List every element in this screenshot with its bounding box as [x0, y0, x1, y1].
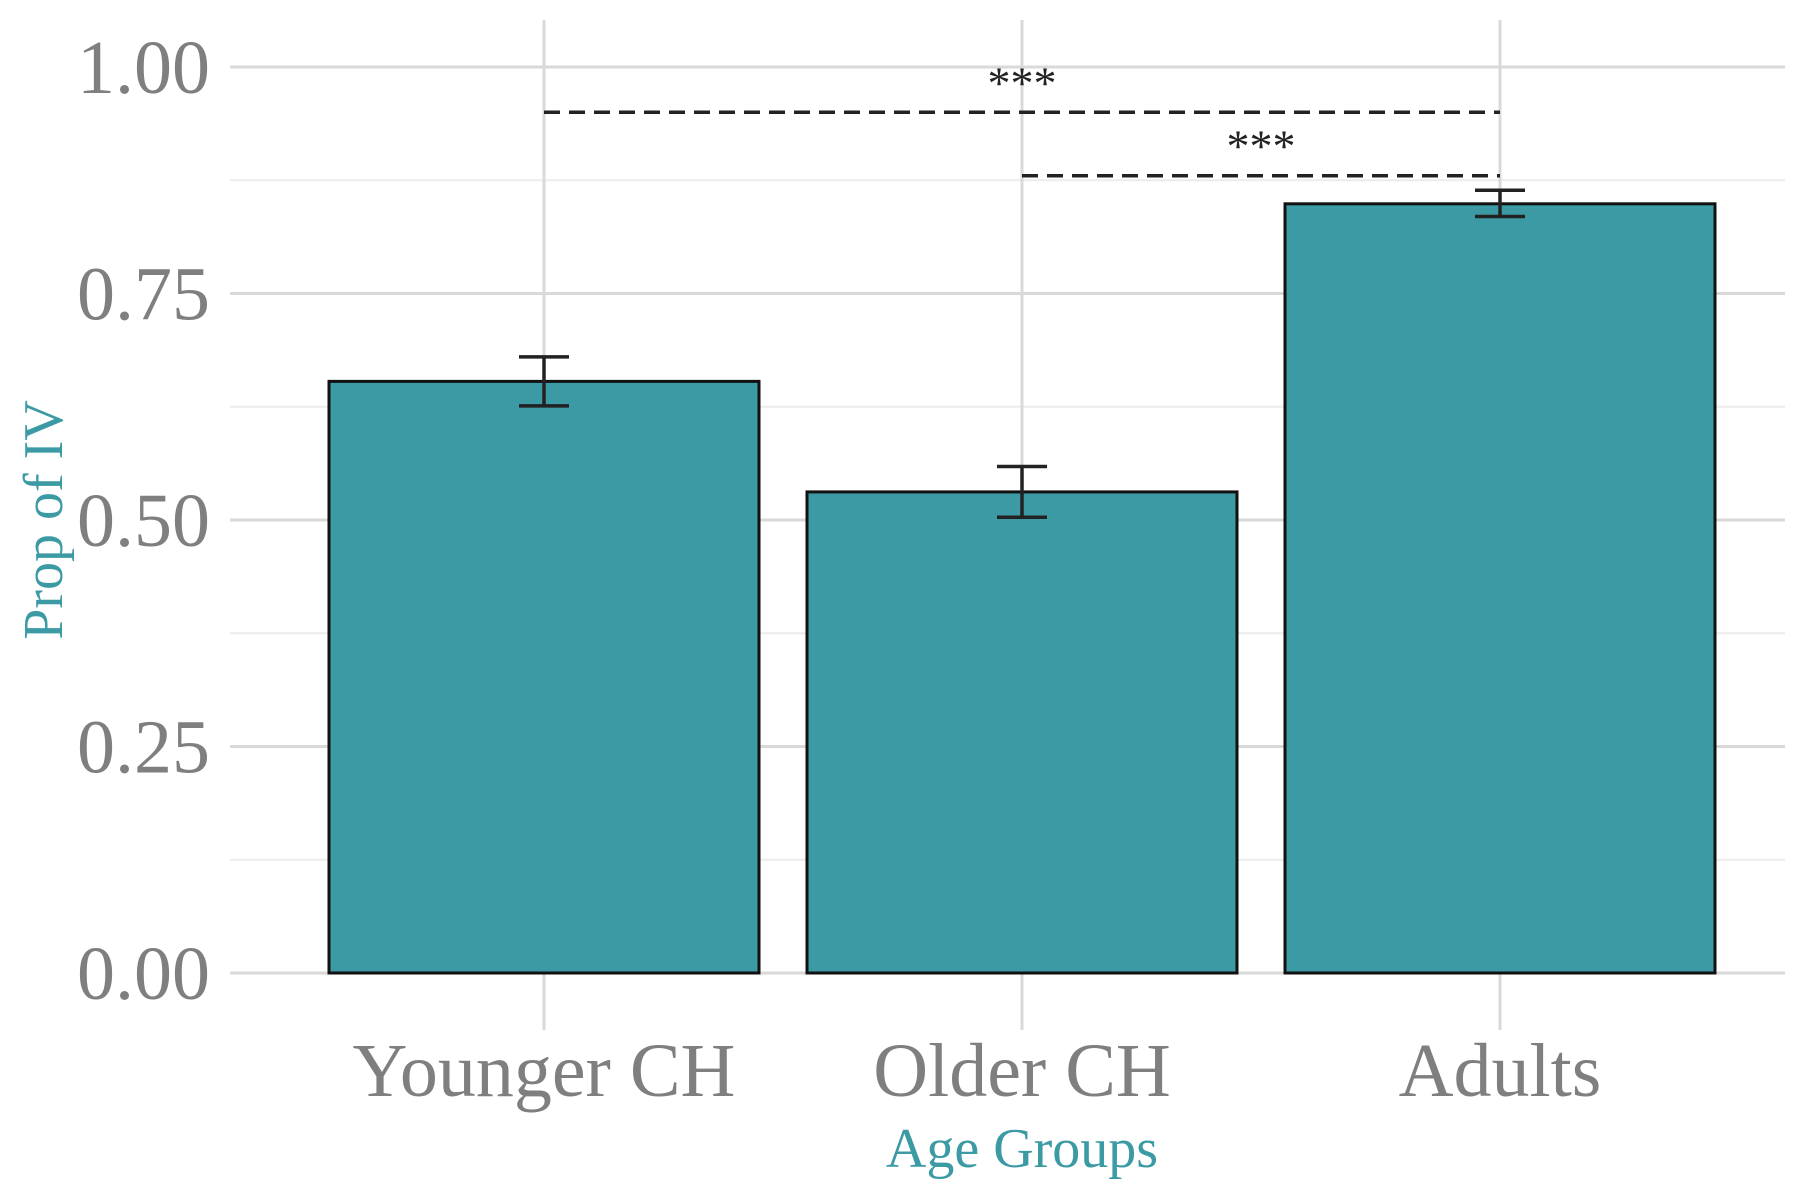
y-axis-title: Prop of IV	[13, 400, 75, 640]
x-tick-label: Older CH	[873, 1029, 1171, 1113]
significance-annotations: *** ***	[544, 57, 1500, 178]
bar-adults	[1283, 202, 1717, 975]
error-bars	[519, 188, 1525, 520]
significance-label: ***	[1227, 121, 1296, 172]
x-tick-label: Younger CH	[353, 1029, 736, 1113]
x-tick-label: Adults	[1399, 1029, 1602, 1113]
error-bar	[997, 464, 1047, 520]
bar-younger-ch	[327, 379, 761, 975]
x-axis-title: Age Groups	[886, 1118, 1158, 1180]
bar-older-ch	[805, 490, 1239, 975]
error-bar	[1475, 188, 1525, 219]
bars	[327, 202, 1717, 975]
error-bar	[519, 355, 569, 408]
x-axis-ticks: Younger CH Older CH Adults	[353, 1029, 1602, 1113]
y-tick-label: 0.75	[77, 253, 210, 337]
y-tick-label: 0.50	[77, 479, 210, 563]
y-tick-label: 1.00	[77, 26, 210, 110]
y-tick-label: 0.00	[77, 932, 210, 1016]
y-tick-label: 0.25	[77, 706, 210, 790]
y-axis-ticks: 0.00 0.25 0.50 0.75 1.00	[77, 26, 210, 1016]
significance-label: ***	[988, 57, 1057, 108]
